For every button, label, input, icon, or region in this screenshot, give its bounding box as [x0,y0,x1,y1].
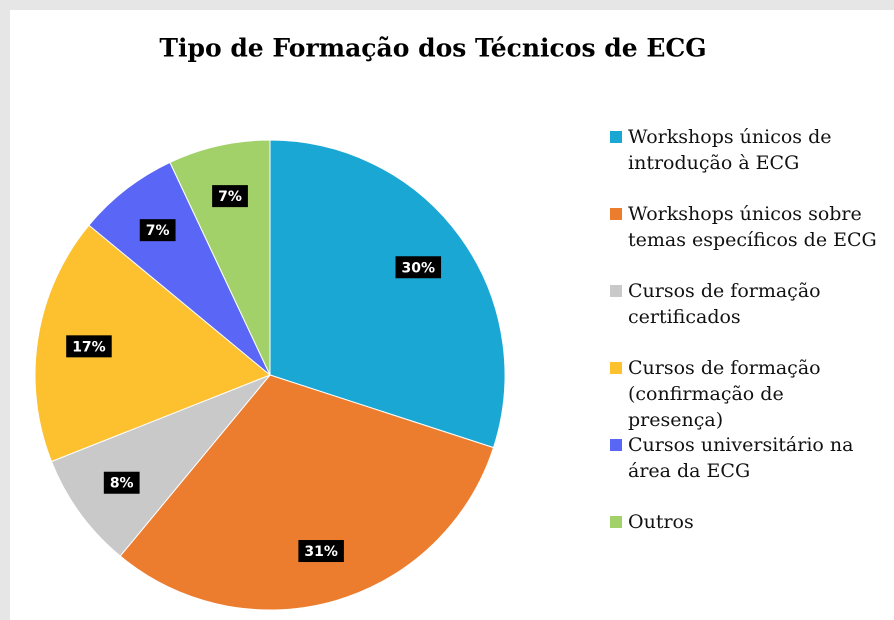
legend-label: Cursos de formação (confirmação de prese… [628,357,821,431]
data-label-box [395,256,442,279]
data-label-text: 7% [218,189,242,205]
legend-item: Outros [610,509,880,586]
data-label-box [212,185,248,208]
legend-item: Cursos de formação (confirmação de prese… [610,355,880,432]
data-label-text: 31% [304,544,338,560]
legend-swatch [610,516,622,528]
legend-swatch [610,131,622,143]
data-label-text: 17% [72,339,106,355]
pie-slice [119,374,495,611]
legend-swatch [610,285,622,297]
legend-label: Cursos de formação certificados [628,280,821,328]
data-label: 17% [66,335,112,358]
legend-label: Cursos universitário na área da ECG [628,434,854,482]
pie-slice [269,139,506,449]
legend-swatch [610,439,622,451]
legend-label: Outros [628,511,694,533]
data-label-box [66,335,112,358]
pie-slice [50,374,271,557]
legend-swatch [610,208,622,220]
data-label: 8% [103,471,140,494]
data-label-box [103,471,140,494]
data-label: 7% [139,219,176,242]
legend: Workshops únicos de introdução à ECG Work… [610,124,880,586]
data-label-box [298,540,344,563]
pie-slice [88,161,271,376]
data-label-text: 8% [110,476,134,492]
chart-title: Tipo de Formação dos Técnicos de ECG [159,34,706,63]
pie-slice [34,224,271,463]
legend-item: Cursos de formação certificados [610,278,880,355]
legend-item: Workshops únicos sobre temas específicos… [610,201,880,278]
data-label: 31% [298,540,344,563]
legend-item: Workshops únicos de introdução à ECG [610,124,880,201]
legend-label: Workshops únicos de introdução à ECG [628,126,832,174]
data-label-text: 30% [402,260,436,276]
legend-label: Workshops únicos sobre temas específicos… [628,203,877,251]
data-label: 30% [395,256,442,279]
data-label-text: 7% [146,223,170,239]
data-label: 7% [212,185,248,208]
data-label-box [139,219,176,242]
legend-item: Cursos universitário na área da ECG [610,432,880,509]
legend-swatch [610,362,622,374]
